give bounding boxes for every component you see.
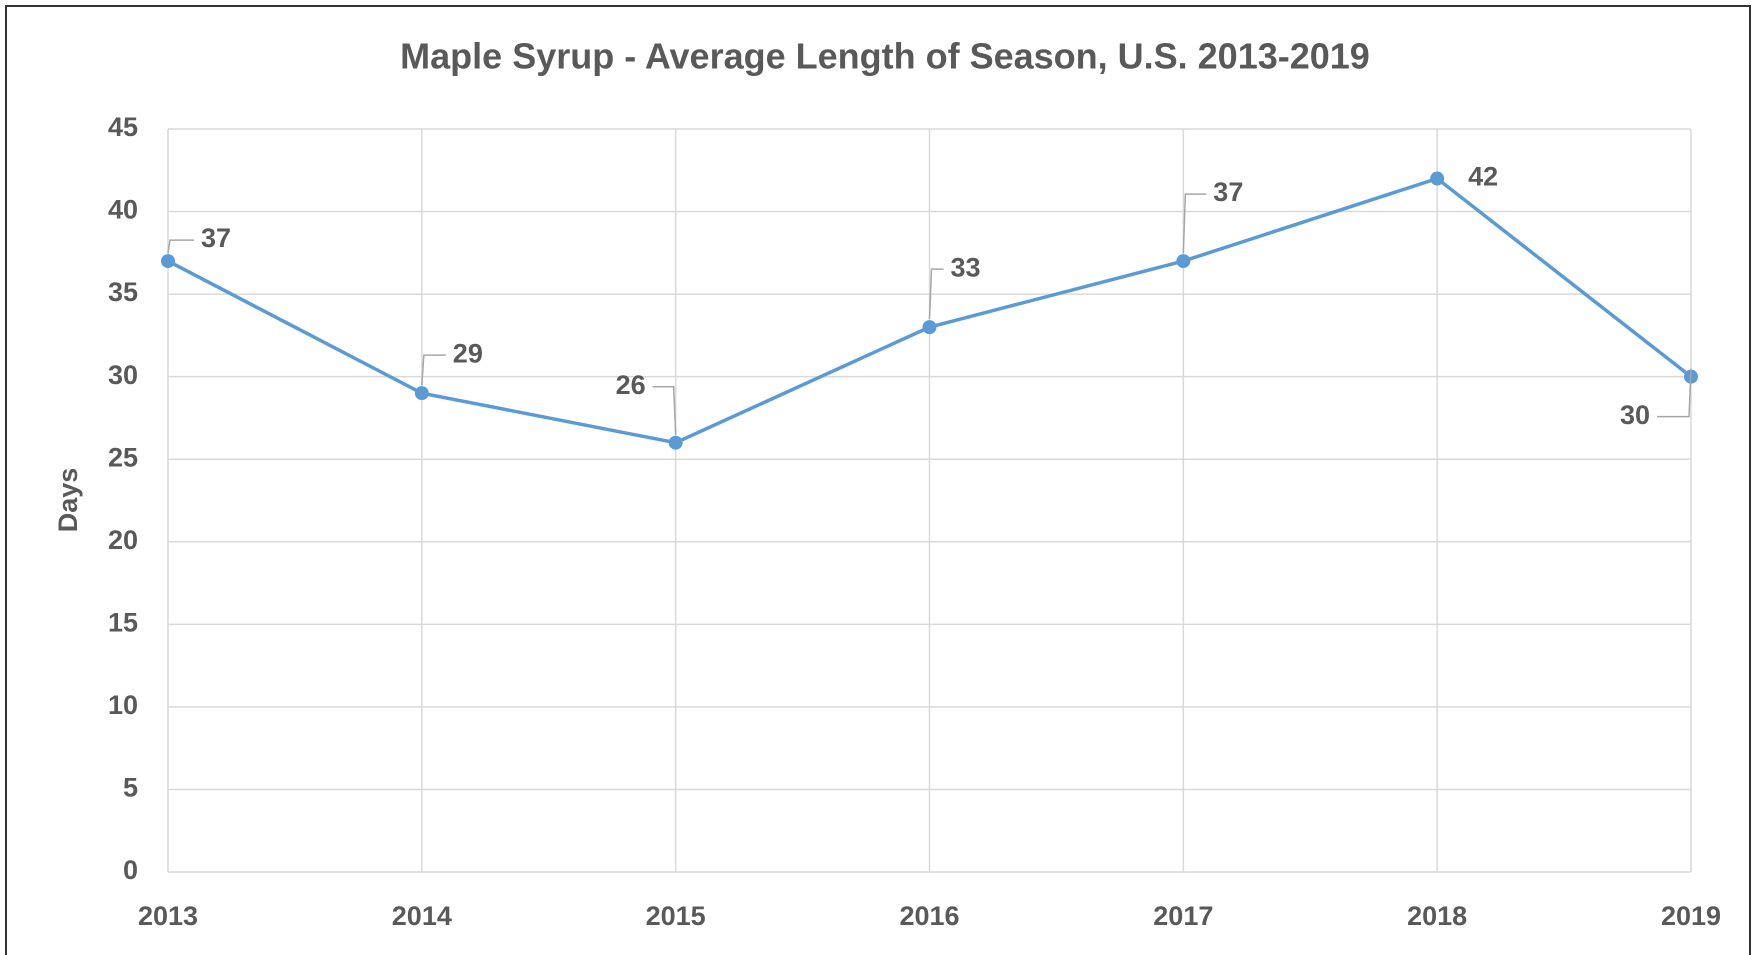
leader-line xyxy=(928,268,944,320)
y-tick-label: 0 xyxy=(123,855,138,885)
x-tick-label: 2013 xyxy=(138,901,198,931)
point xyxy=(668,435,683,450)
chart-title: Maple Syrup - Average Length of Season, … xyxy=(400,36,1370,77)
x-tick-label: 2015 xyxy=(646,901,706,931)
x-tick-label: 2016 xyxy=(899,901,959,931)
leader-line xyxy=(1182,193,1207,254)
x-tick-label: 2017 xyxy=(1153,901,1213,931)
y-tick-label: 30 xyxy=(108,360,138,390)
point xyxy=(922,320,937,335)
data-label: 37 xyxy=(1213,177,1243,207)
y-tick-label: 10 xyxy=(108,690,138,720)
y-tick-label: 40 xyxy=(108,195,138,225)
leader-line xyxy=(1657,368,1692,418)
y-tick-label: 20 xyxy=(108,525,138,555)
y-tick-label: 45 xyxy=(108,112,138,142)
data-label: 30 xyxy=(1620,400,1650,430)
data-label: 33 xyxy=(950,252,980,282)
point xyxy=(1176,254,1191,269)
y-tick-label: 5 xyxy=(123,773,138,803)
point xyxy=(1430,171,1445,186)
leader-line xyxy=(167,239,194,254)
point xyxy=(414,386,429,401)
x-tick-label: 2014 xyxy=(392,901,452,931)
y-tick-label: 25 xyxy=(108,442,138,472)
data-label: 29 xyxy=(453,338,483,368)
leader-line xyxy=(652,385,677,435)
x-tick-label: 2018 xyxy=(1407,901,1467,931)
y-tick-label: 15 xyxy=(108,607,138,637)
leader-line xyxy=(421,354,446,386)
y-axis-label: Days xyxy=(53,468,83,533)
data-label: 26 xyxy=(616,370,646,400)
chart-border xyxy=(5,5,1751,955)
data-label: 42 xyxy=(1468,162,1498,192)
y-tick-label: 35 xyxy=(108,277,138,307)
data-label: 37 xyxy=(201,223,231,253)
x-tick-label: 2019 xyxy=(1661,901,1721,931)
point xyxy=(161,254,175,269)
